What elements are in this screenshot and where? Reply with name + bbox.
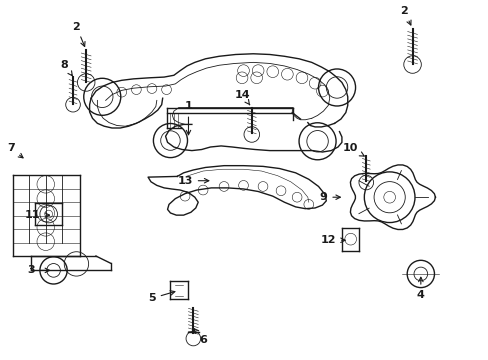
Text: 2: 2 (400, 6, 410, 25)
Text: 7: 7 (7, 143, 23, 158)
Text: 2: 2 (72, 22, 85, 46)
Text: 10: 10 (342, 143, 364, 156)
Text: 13: 13 (177, 176, 208, 186)
Text: 4: 4 (416, 277, 424, 300)
Text: 3: 3 (27, 265, 49, 275)
Text: 11: 11 (25, 210, 49, 220)
Text: 5: 5 (148, 291, 175, 303)
Text: 6: 6 (194, 329, 206, 345)
Text: 9: 9 (319, 192, 340, 202)
Text: 8: 8 (61, 59, 72, 76)
Text: 1: 1 (184, 102, 192, 135)
Text: 12: 12 (320, 235, 345, 245)
Text: 14: 14 (234, 90, 249, 105)
